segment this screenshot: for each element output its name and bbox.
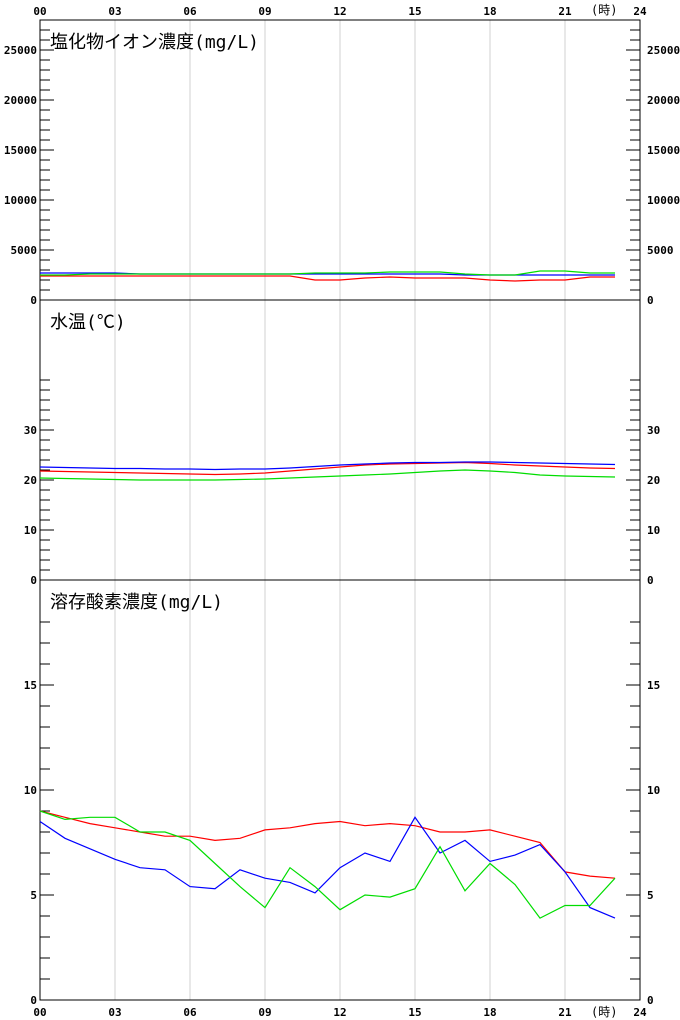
series-line-3 bbox=[39, 810, 616, 919]
y-tick-label-right: 15000 bbox=[647, 144, 680, 157]
y-tick-label-left: 5000 bbox=[11, 244, 38, 257]
panel-title-chloride: 塩化物イオン濃度(mg/L) bbox=[50, 32, 259, 53]
panel-title-water-temperature: 水温(℃) bbox=[50, 312, 126, 333]
y-tick-label-left: 30 bbox=[24, 424, 37, 437]
panel-dissolved-oxygen: 0 0 5 5 10 10 15 15 溶存酸素濃度(mg/L) bbox=[24, 579, 660, 1007]
y-tick-label-left: 0 bbox=[30, 574, 37, 587]
series-line-1 bbox=[39, 461, 616, 476]
y-tick-label-left: 15000 bbox=[4, 144, 37, 157]
y-tick-label-left: 20000 bbox=[4, 94, 37, 107]
top-hour-label-7: 21 bbox=[558, 5, 572, 18]
y-tick-label-right: 20 bbox=[647, 474, 660, 487]
y-tick-label-right: 5000 bbox=[647, 244, 674, 257]
bottom-hour-label-4: 12 bbox=[333, 1006, 346, 1019]
y-tick-label-left: 10 bbox=[24, 784, 37, 797]
y-tick-label-right: 30 bbox=[647, 424, 660, 437]
y-tick-label-left: 5 bbox=[30, 889, 37, 902]
y-tick-label-left: 0 bbox=[30, 294, 37, 307]
y-tick-label-left: 10000 bbox=[4, 194, 37, 207]
panel-water-temperature: 0 0 10 10 20 20 30 30 水温(℃) bbox=[24, 299, 660, 587]
top-hour-label-4: 12 bbox=[333, 5, 346, 18]
bottom-hour-label-6: 18 bbox=[483, 1006, 496, 1019]
y-tick-label-left: 0 bbox=[30, 994, 37, 1007]
top-x-axis: 00 03 06 09 12 15 18 21 24 (時) bbox=[33, 3, 647, 18]
y-tick-label-right: 10000 bbox=[647, 194, 680, 207]
bottom-hour-label-5: 15 bbox=[408, 1006, 421, 1019]
top-hour-label-8: 24 bbox=[633, 5, 647, 18]
series-line-2 bbox=[39, 816, 616, 919]
bottom-hour-label-7: 21 bbox=[558, 1006, 572, 1019]
top-hour-label-3: 09 bbox=[258, 5, 271, 18]
bottom-x-axis: 00 03 06 09 12 15 18 21 24 (時) bbox=[33, 1005, 647, 1019]
y-tick-label-right: 20000 bbox=[647, 94, 680, 107]
bottom-hour-label-1: 03 bbox=[108, 1006, 121, 1019]
y-tick-label-left: 25000 bbox=[4, 44, 37, 57]
top-hour-label-5: 15 bbox=[408, 5, 421, 18]
bottom-hour-label-3: 09 bbox=[258, 1006, 271, 1019]
y-tick-label-left: 20 bbox=[24, 474, 37, 487]
bottom-hour-label-0: 00 bbox=[33, 1006, 46, 1019]
y-tick-label-right: 0 bbox=[647, 294, 654, 307]
y-tick-label-right: 0 bbox=[647, 994, 654, 1007]
bottom-hour-label-2: 06 bbox=[183, 1006, 197, 1019]
bottom-hour-unit: (時) bbox=[591, 1005, 617, 1019]
top-hour-label-6: 18 bbox=[483, 5, 496, 18]
y-tick-label-right: 15 bbox=[647, 679, 660, 692]
top-hour-label-1: 03 bbox=[108, 5, 121, 18]
panel-chloride: 0 0 5000 5000 10000 10000 15000 15000 20000 20000… bbox=[4, 19, 680, 307]
y-tick-label-right: 10 bbox=[647, 784, 660, 797]
series-line-1 bbox=[39, 810, 616, 879]
bottom-hour-label-8: 24 bbox=[633, 1006, 647, 1019]
y-tick-label-right: 25000 bbox=[647, 44, 680, 57]
y-tick-label-left: 10 bbox=[24, 524, 37, 537]
top-hour-label-0: 00 bbox=[33, 5, 46, 18]
y-tick-label-left: 15 bbox=[24, 679, 37, 692]
y-tick-label-right: 0 bbox=[647, 574, 654, 587]
series-line-2 bbox=[39, 461, 616, 471]
top-hour-label-2: 06 bbox=[183, 5, 197, 18]
series-line-3 bbox=[39, 469, 616, 481]
series-line-1 bbox=[40, 275, 615, 282]
y-tick-label-right: 5 bbox=[647, 889, 654, 902]
top-hour-unit: (時) bbox=[591, 3, 617, 17]
panel-title-dissolved-oxygen: 溶存酸素濃度(mg/L) bbox=[50, 592, 223, 613]
series-line-3 bbox=[40, 270, 615, 276]
y-tick-label-right: 10 bbox=[647, 524, 660, 537]
